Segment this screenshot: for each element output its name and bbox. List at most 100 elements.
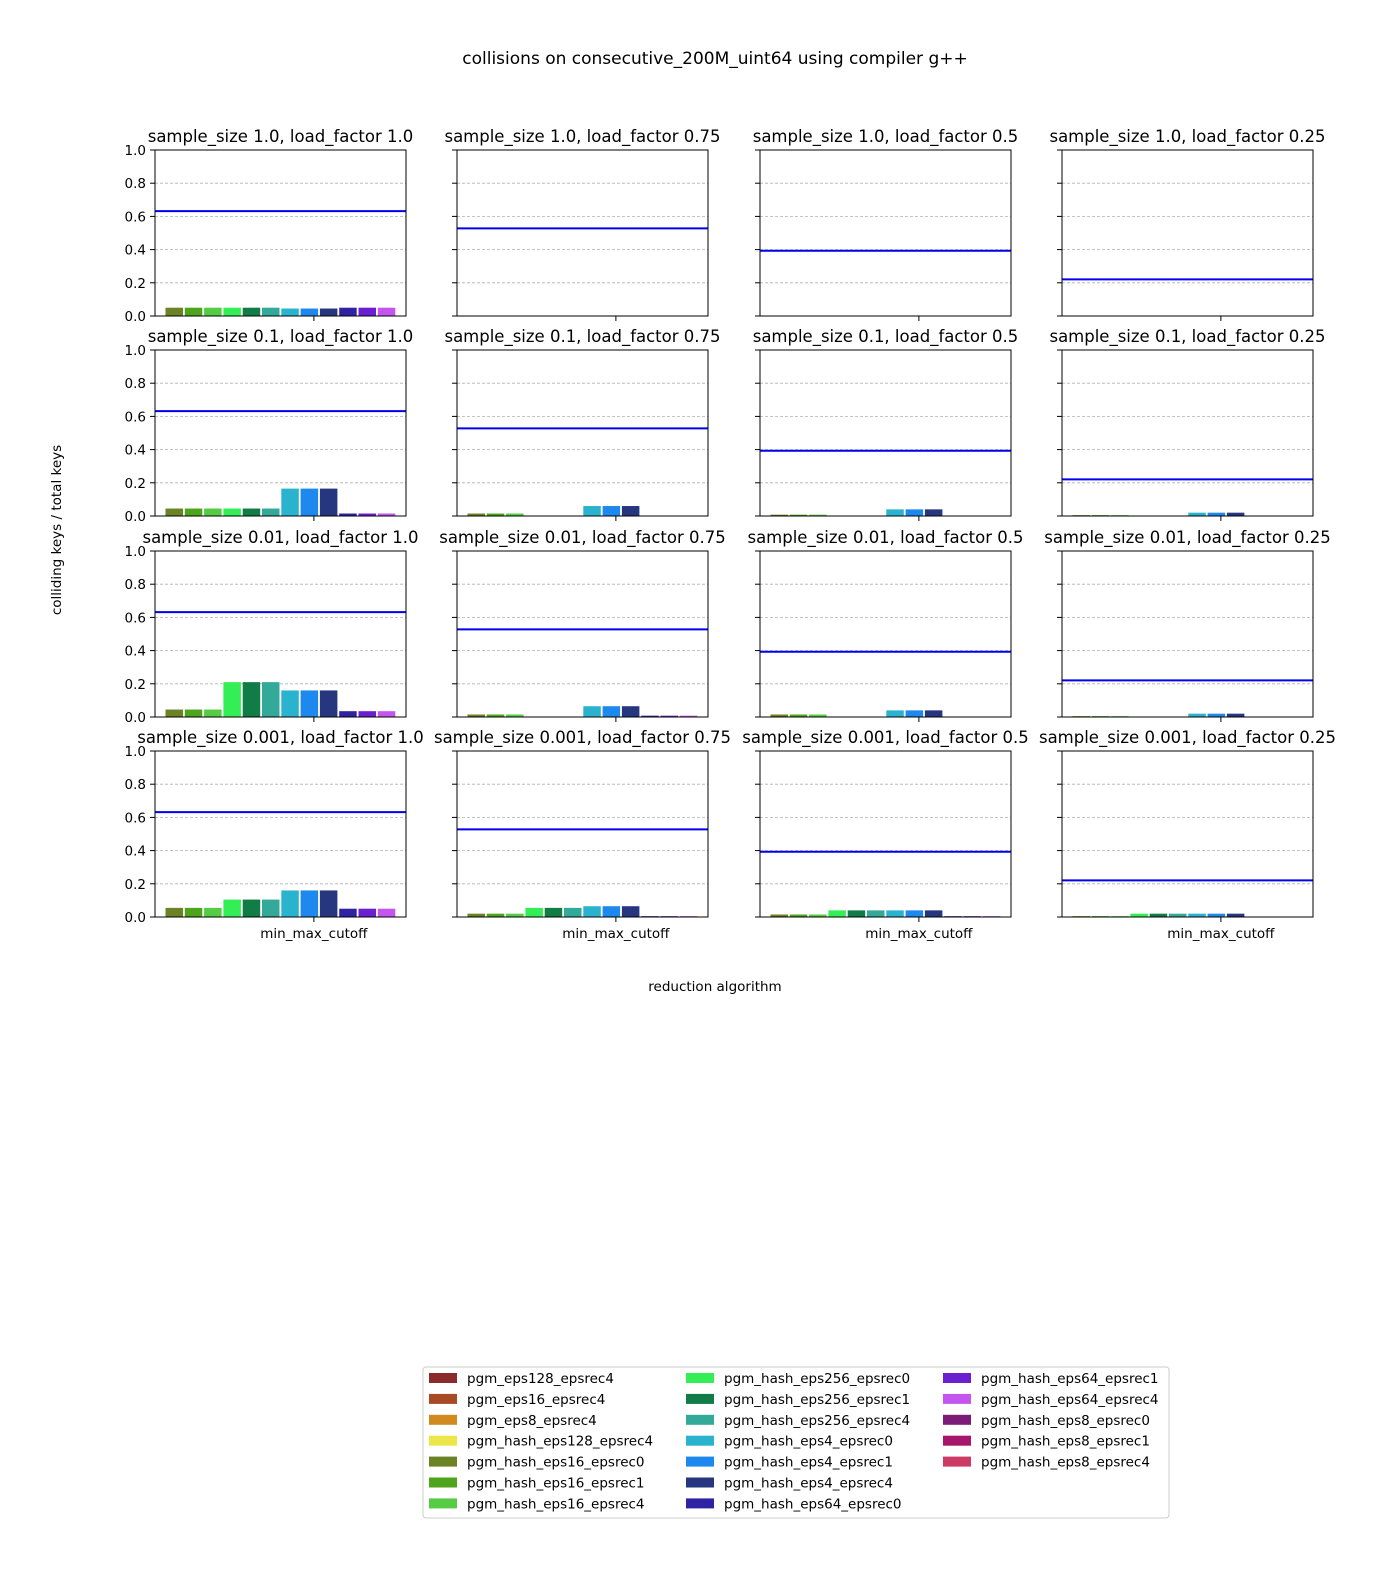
legend-swatch <box>686 1477 714 1488</box>
y-tick-label: 0.4 <box>125 243 146 259</box>
y-tick-label: 0.0 <box>125 910 146 926</box>
subplot-title: sample_size 0.001, load_factor 0.25 <box>1039 728 1336 748</box>
legend-label: pgm_eps16_epsrec4 <box>467 1392 605 1408</box>
plot-frame <box>154 750 407 918</box>
subplot-title: sample_size 1.0, load_factor 0.5 <box>753 127 1019 147</box>
plot-frame <box>456 149 709 317</box>
plot-frame <box>759 149 1012 317</box>
bar-pgm_hash_eps4_epsrec1 <box>602 506 621 516</box>
bar-pgm_hash_eps16_epsrec4 <box>506 513 524 516</box>
bar-pgm_hash_eps16_epsrec1 <box>486 513 505 516</box>
plot-frame <box>759 750 1012 918</box>
subplot-grid: 0.0 0.2 0.4 0.6 0.8 1.0 sample_size 1.0, load_… <box>125 127 1337 942</box>
y-tick-label: 0.2 <box>125 877 146 893</box>
bar-pgm_hash_eps256_epsrec4 <box>262 899 280 917</box>
bar-pgm_hash_eps256_epsrec4 <box>1169 913 1187 917</box>
legend-item: pgm_hash_eps256_epsrec1 <box>686 1392 910 1408</box>
subplot-title: sample_size 0.1, load_factor 0.25 <box>1049 327 1325 347</box>
bar-pgm_hash_eps16_epsrec4 <box>809 714 827 717</box>
legend-label: pgm_hash_eps8_epsrec0 <box>981 1413 1150 1429</box>
bar-pgm_hash_eps4_epsrec4 <box>924 710 943 717</box>
y-tick-label: 0.0 <box>125 509 146 525</box>
subplot-12: sample_size 0.01, load_factor 0.25 <box>1044 528 1331 722</box>
subplot-title: sample_size 1.0, load_factor 0.75 <box>444 127 720 147</box>
y-tick-label: 1.0 <box>125 544 146 560</box>
bar-pgm_hash_eps64_epsrec1 <box>358 711 376 717</box>
y-tick-label: 0.0 <box>125 309 146 325</box>
bar-pgm_hash_eps4_epsrec1 <box>300 890 319 917</box>
legend-swatch <box>429 1456 457 1467</box>
legend-label: pgm_hash_eps16_epsrec1 <box>467 1476 645 1492</box>
bar-pgm_hash_eps16_epsrec1 <box>486 714 505 717</box>
bar-pgm_hash_eps16_epsrec0 <box>165 709 183 717</box>
legend-item: pgm_eps16_epsrec4 <box>429 1392 605 1408</box>
bar-pgm_hash_eps16_epsrec1 <box>184 907 203 917</box>
bar-pgm_hash_eps16_epsrec4 <box>506 714 524 717</box>
bar-pgm_hash_eps256_epsrec1 <box>1149 913 1168 917</box>
legend: pgm_eps128_epsrec4 pgm_eps16_epsrec4 pgm_e… <box>422 1366 1170 1519</box>
plot-frame <box>154 550 407 718</box>
bar-pgm_hash_eps256_epsrec1 <box>242 899 261 917</box>
legend-item: pgm_hash_eps256_epsrec0 <box>686 1371 910 1387</box>
bar-pgm_hash_eps4_epsrec4 <box>924 910 943 917</box>
bar-pgm_hash_eps4_epsrec4 <box>1226 512 1245 516</box>
bar-pgm_hash_eps16_epsrec4 <box>809 514 827 516</box>
legend-swatch <box>686 1414 714 1425</box>
bar-pgm_hash_eps4_epsrec1 <box>300 690 319 717</box>
legend-swatch <box>686 1456 714 1467</box>
y-tick-label: 0.8 <box>125 777 146 793</box>
x-axis-label: reduction algorithm <box>648 979 781 995</box>
subplot-6: sample_size 0.1, load_factor 0.75 <box>444 327 721 521</box>
y-tick-label: 0.6 <box>125 810 146 826</box>
legend-item: pgm_hash_eps16_epsrec1 <box>429 1476 645 1492</box>
y-tick-label: 0.2 <box>125 476 146 492</box>
y-tick-label: 0.6 <box>125 409 146 425</box>
bar-pgm_hash_eps4_epsrec1 <box>300 308 319 316</box>
bar-pgm_hash_eps4_epsrec0 <box>583 706 601 717</box>
bar-pgm_hash_eps16_epsrec1 <box>184 508 203 516</box>
subplot-title: sample_size 0.01, load_factor 0.5 <box>747 528 1023 548</box>
bar-pgm_hash_eps16_epsrec0 <box>770 714 788 717</box>
bar-pgm_hash_eps256_epsrec0 <box>1130 913 1148 917</box>
x-tick-label: min_max_cutoff <box>562 926 670 942</box>
plot-frame <box>1061 550 1314 718</box>
bar-pgm_hash_eps256_epsrec4 <box>262 307 280 316</box>
bar-pgm_hash_eps16_epsrec4 <box>204 307 222 316</box>
bar-pgm_hash_eps256_epsrec1 <box>242 682 261 717</box>
bar-pgm_hash_eps64_epsrec0 <box>339 711 357 717</box>
legend-label: pgm_hash_eps64_epsrec4 <box>981 1392 1159 1408</box>
bar-pgm_hash_eps4_epsrec4 <box>319 890 338 917</box>
bar-pgm_hash_eps16_epsrec4 <box>204 508 222 516</box>
bar-pgm_hash_eps64_epsrec1 <box>358 307 376 316</box>
bar-pgm_hash_eps256_epsrec4 <box>867 910 885 917</box>
subplot-title: sample_size 0.01, load_factor 0.75 <box>439 528 726 548</box>
bar-pgm_hash_eps16_epsrec1 <box>184 307 203 316</box>
plot-frame <box>456 349 709 517</box>
y-tick-label: 0.8 <box>125 176 146 192</box>
y-tick-label: 0.4 <box>125 844 146 860</box>
bar-pgm_hash_eps64_epsrec4 <box>377 908 396 917</box>
legend-swatch <box>686 1435 714 1446</box>
y-axis-label: colliding keys / total keys <box>49 445 65 615</box>
bar-pgm_hash_eps4_epsrec1 <box>1207 713 1226 717</box>
plot-frame <box>1061 349 1314 517</box>
subplot-15: min_max_cutoff sample_size 0.001, load_fa… <box>742 728 1029 942</box>
bar-pgm_hash_eps4_epsrec1 <box>905 710 924 717</box>
bar-pgm_hash_eps16_epsrec1 <box>789 714 808 717</box>
bar-pgm_hash_eps256_epsrec0 <box>223 682 241 717</box>
bar-pgm_hash_eps64_epsrec4 <box>377 307 396 316</box>
legend-box <box>422 1366 1170 1519</box>
legend-swatch <box>429 1477 457 1488</box>
legend-label: pgm_eps128_epsrec4 <box>467 1371 614 1387</box>
bar-pgm_hash_eps4_epsrec0 <box>583 906 601 917</box>
subplot-title: sample_size 0.001, load_factor 1.0 <box>137 728 424 748</box>
subplot-7: sample_size 0.1, load_factor 0.5 <box>753 327 1018 521</box>
bar-pgm_hash_eps16_epsrec0 <box>467 714 485 717</box>
x-tick-label: min_max_cutoff <box>260 926 368 942</box>
legend-label: pgm_hash_eps8_epsrec4 <box>981 1455 1150 1471</box>
legend-item: pgm_hash_eps8_epsrec4 <box>943 1455 1150 1471</box>
y-tick-label: 0.8 <box>125 376 146 392</box>
bar-pgm_hash_eps4_epsrec1 <box>1207 913 1226 917</box>
bar-pgm_hash_eps4_epsrec0 <box>281 488 299 516</box>
